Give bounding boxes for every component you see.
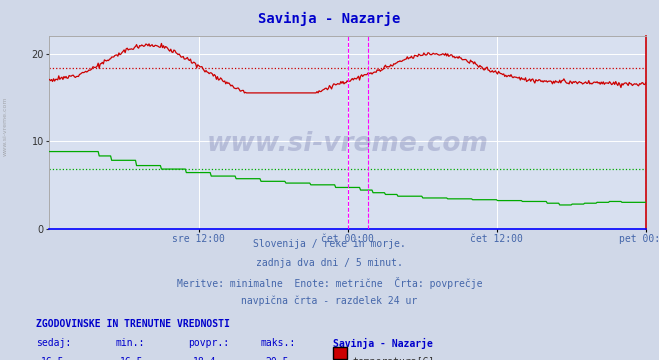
- Text: www.si-vreme.com: www.si-vreme.com: [3, 96, 8, 156]
- Text: ZGODOVINSKE IN TRENUTNE VREDNOSTI: ZGODOVINSKE IN TRENUTNE VREDNOSTI: [36, 319, 230, 329]
- Text: Savinja - Nazarje: Savinja - Nazarje: [333, 338, 433, 350]
- Text: maks.:: maks.:: [260, 338, 295, 348]
- Text: 20,5: 20,5: [265, 357, 289, 360]
- Text: zadnja dva dni / 5 minut.: zadnja dva dni / 5 minut.: [256, 258, 403, 268]
- Text: 18,4: 18,4: [192, 357, 216, 360]
- Text: 16,5: 16,5: [120, 357, 144, 360]
- Text: navpična črta - razdelek 24 ur: navpična črta - razdelek 24 ur: [241, 296, 418, 306]
- Text: Slovenija / reke in morje.: Slovenija / reke in morje.: [253, 239, 406, 249]
- Text: min.:: min.:: [115, 338, 145, 348]
- Text: Meritve: minimalne  Enote: metrične  Črta: povprečje: Meritve: minimalne Enote: metrične Črta:…: [177, 277, 482, 289]
- Text: www.si-vreme.com: www.si-vreme.com: [207, 131, 488, 157]
- Text: sedaj:: sedaj:: [36, 338, 71, 348]
- Text: temperatura[C]: temperatura[C]: [353, 357, 435, 360]
- Text: Savinja - Nazarje: Savinja - Nazarje: [258, 12, 401, 26]
- Text: povpr.:: povpr.:: [188, 338, 229, 348]
- Text: 16,5: 16,5: [41, 357, 65, 360]
